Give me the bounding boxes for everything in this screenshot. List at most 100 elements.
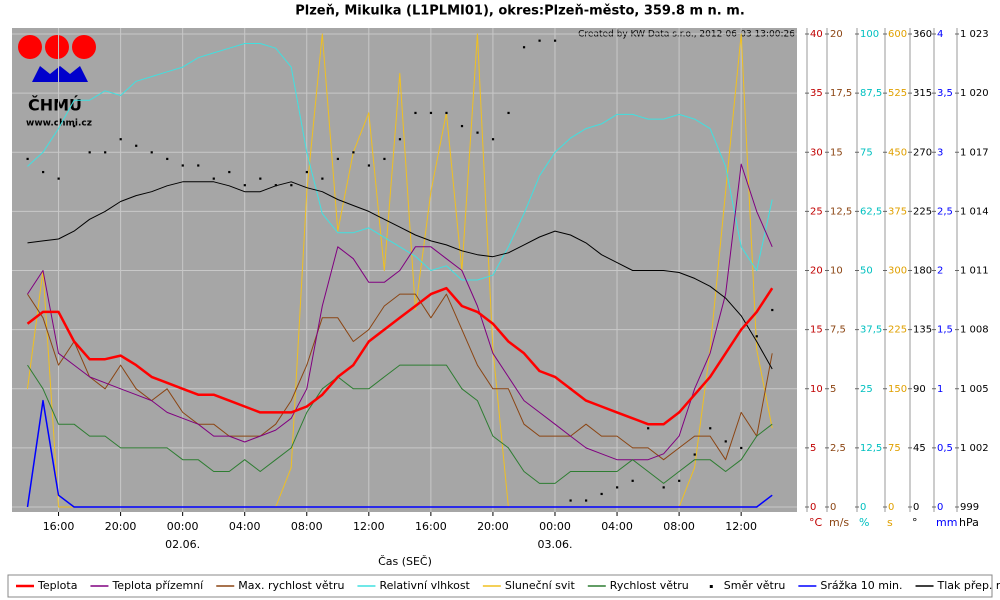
legend-marker — [709, 585, 713, 588]
scatter-point — [228, 170, 231, 174]
legend-label: Relativní vlhkost — [379, 579, 470, 592]
scatter-point — [616, 486, 619, 489]
y-tick-label: 75 — [888, 443, 901, 454]
scatter-point — [709, 427, 712, 430]
y-tick-label: 40 — [810, 29, 823, 40]
y-tick-label: 1 014 — [960, 206, 989, 217]
scatter-point — [522, 46, 526, 49]
y-tick-label: 7,5 — [830, 325, 846, 336]
scatter-point — [57, 177, 60, 180]
axis-unit: s — [887, 516, 893, 529]
y-tick-label: 12,5 — [860, 443, 882, 454]
y-tick-label: 150 — [888, 384, 907, 395]
y-tick-label: 0 — [937, 502, 943, 513]
scatter-point — [491, 138, 495, 141]
series-line — [27, 364, 773, 484]
y-tick-label: 225 — [913, 206, 932, 217]
y-tick-label: 12,5 — [830, 206, 852, 217]
y-tick-label: 87,5 — [860, 88, 882, 99]
scatter-point — [429, 111, 433, 115]
scatter-point — [135, 144, 138, 147]
series-line — [26, 286, 774, 426]
y-tick-label: 3,5 — [937, 88, 953, 99]
axis-unit: ° — [912, 516, 918, 529]
scatter-point — [647, 427, 650, 430]
y-tick-label: 3 — [937, 147, 943, 158]
scatter-point — [336, 157, 339, 161]
scatter-point — [150, 151, 153, 154]
scatter-point — [600, 492, 603, 496]
scatter-point — [724, 440, 727, 443]
scatter-point — [42, 170, 45, 174]
y-tick-label: 5 — [830, 384, 836, 395]
y-tick-label: 450 — [888, 147, 907, 158]
legend-label: Tlak přep. na hl. moře — [937, 579, 1000, 592]
x-tick-label: 00:00 — [167, 520, 199, 533]
scatter-point — [553, 39, 557, 42]
legend-label: Směr větru — [724, 579, 786, 592]
scatter-point — [212, 177, 215, 180]
x-tick-label: 08:00 — [291, 520, 323, 533]
y-tick-label: 0 — [913, 502, 919, 513]
scatter-point — [507, 111, 510, 115]
scatter-point — [771, 308, 774, 312]
y-tick-label: 270 — [913, 147, 932, 158]
y-tick-label: 600 — [888, 29, 907, 40]
logo-text: ČHMÚ — [28, 96, 82, 115]
scatter-point — [383, 157, 386, 161]
y-tick-label: 360 — [913, 29, 932, 40]
x-tick-label: 12:00 — [353, 520, 385, 533]
legend-label: Teplota — [37, 579, 77, 592]
y-tick-label: 20 — [810, 266, 823, 277]
scatter-point — [274, 184, 277, 187]
scatter-point — [243, 184, 246, 187]
x-tick-label: 00:00 — [539, 520, 571, 533]
y-tick-label: 100 — [860, 29, 879, 40]
scatter-point — [259, 177, 262, 180]
y-tick-label: 4 — [937, 29, 943, 40]
scatter-point — [445, 111, 448, 115]
y-tick-label: 75 — [860, 147, 873, 158]
scatter-point — [88, 151, 91, 154]
y-tick-label: 25 — [860, 384, 873, 395]
y-tick-label: 1 — [937, 384, 943, 395]
y-tick-label: 1 020 — [960, 88, 989, 99]
scatter-point — [755, 335, 758, 338]
scatter-point — [398, 138, 402, 141]
series-line — [27, 163, 773, 461]
y-tick-label: 0 — [888, 502, 894, 513]
y-tick-label: 1 002 — [960, 443, 989, 454]
scatter-point — [73, 124, 76, 128]
y-tick-label: 0 — [830, 502, 836, 513]
y-tick-label: 30 — [810, 147, 823, 158]
scatter-point — [352, 151, 355, 154]
y-tick-label: 375 — [888, 206, 907, 217]
x-tick-label: 16:00 — [43, 520, 75, 533]
x-tick-label: 04:00 — [601, 520, 633, 533]
y-tick-label: 10 — [810, 384, 823, 395]
x-tick-label: 04:00 — [229, 520, 261, 533]
y-tick-label: 1,5 — [937, 325, 953, 336]
y-tick-label: 1 011 — [960, 266, 989, 277]
y-tick-label: 300 — [888, 266, 907, 277]
scatter-point — [662, 486, 665, 489]
y-tick-label: 2,5 — [830, 443, 846, 454]
y-tick-label: 45 — [913, 443, 926, 454]
y-tick-label: 20 — [830, 29, 843, 40]
logo-circle — [45, 35, 69, 59]
scatter-point — [538, 39, 541, 42]
y-tick-label: 180 — [913, 266, 932, 277]
y-tick-label: 0 — [860, 502, 866, 513]
scatter-point — [321, 177, 324, 180]
axis-unit: % — [859, 516, 869, 529]
x-tick-label: 08:00 — [663, 520, 695, 533]
x-tick-label: 20:00 — [105, 520, 137, 533]
scatter-point — [305, 170, 308, 174]
y-tick-label: 17,5 — [830, 88, 852, 99]
scatter-point — [119, 138, 122, 141]
legend-label: Teplota přízemní — [111, 579, 204, 592]
y-tick-label: 135 — [913, 325, 932, 336]
y-tick-label: 315 — [913, 88, 932, 99]
legend-label: Srážka 10 min. — [820, 579, 902, 592]
series-line — [26, 399, 773, 508]
